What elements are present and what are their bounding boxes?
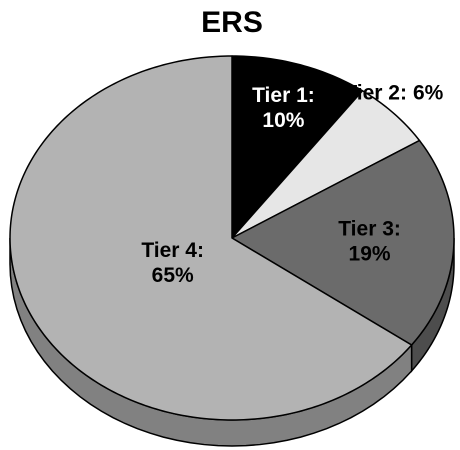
slice-label: Tier 3: 19% (338, 217, 401, 265)
slice-label: Tier 1: 10% (252, 84, 315, 132)
value-label: 65% (152, 263, 194, 286)
value-label: 19% (349, 242, 391, 265)
slice (231, 55, 364, 239)
value-label: 10% (262, 109, 304, 132)
slice (231, 90, 421, 239)
value-label: 6% (413, 81, 444, 104)
category-label: Tier 1: (252, 84, 315, 107)
slice-label: Tier 2: 6% (344, 81, 443, 104)
category-label: Tier 3: (338, 217, 401, 240)
category-label: Tier 2: (344, 81, 407, 104)
category-label: Tier 4: (141, 238, 204, 261)
slice (231, 139, 455, 346)
slice-label: Tier 4: 65% (141, 238, 204, 286)
chart-title: ERS (201, 6, 263, 39)
slice (9, 55, 413, 421)
